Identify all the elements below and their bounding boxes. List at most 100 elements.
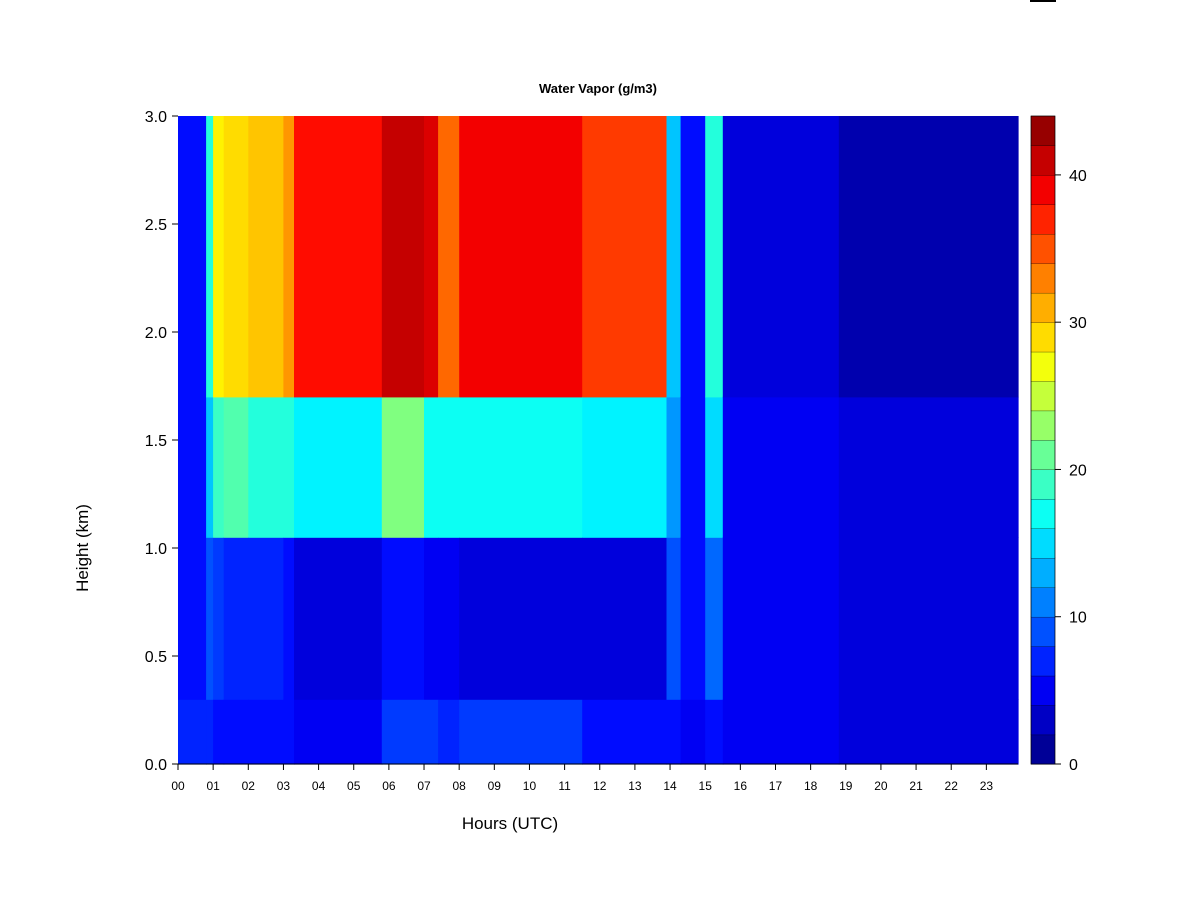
colorbar-segment [1030,322,1056,353]
heatmap-cell [722,396,840,538]
x-tick-label: 17 [769,779,783,793]
x-tick-label: 12 [593,779,607,793]
y-axis: 0.0 0.5 1.0 1.5 2.0 2.5 3.0 [145,109,178,774]
colorbar-segment [1030,439,1056,471]
heatmap-cell [666,537,682,700]
heatmap-cell [459,537,583,700]
colorbar: 0 10 20 30 40 [1030,115,1087,774]
x-tick-label: 20 [874,779,888,793]
heatmap-cell [213,396,225,538]
heatmap-cell [705,699,724,765]
heatmap-cell [838,537,1019,700]
heatmap-cell [424,396,439,538]
heatmap-cell [705,396,724,538]
colorbar-segment [1030,734,1056,765]
x-tick-label: 00 [171,779,185,793]
colorbar-segment [1030,528,1056,559]
heatmap-cell [838,699,1019,765]
y-tick-label: 1.0 [145,541,167,558]
heatmap-cell [438,537,460,700]
x-tick-label: 18 [804,779,818,793]
x-tick-label: 07 [417,779,431,793]
x-tick-label: 22 [945,779,959,793]
heatmap-cell [206,537,214,700]
x-tick-label: 01 [206,779,220,793]
colorbar-segment [1030,351,1056,382]
heatmap-cell [283,116,295,398]
colorbar-segment [1030,469,1056,500]
x-tick-label: 09 [488,779,502,793]
heatmap-cell [582,537,668,700]
plot-area [178,116,1019,765]
heatmap-cell [381,116,425,398]
y-tick-label: 2.5 [145,217,167,234]
chart-title: Water Vapor (g/m3) [539,81,657,96]
heatmap-cell [248,116,284,398]
y-tick-label: 2.0 [145,325,167,342]
heatmap-cell [248,396,284,538]
colorbar-segment [1030,587,1056,618]
heatmap-cell [223,396,249,538]
heatmap-cell [381,396,425,538]
y-axis-label: Height (km) [73,504,92,592]
heatmap-cell [705,116,724,398]
colorbar-segment [1030,380,1056,412]
heatmap-cell [424,116,439,398]
x-tick-label: 16 [734,779,748,793]
heatmap-cell [178,537,207,700]
colorbar-segment [1030,557,1056,588]
y-tick-label: 3.0 [145,109,167,126]
colorbar-segment [1030,174,1056,205]
heatmap-cell [459,116,583,398]
heatmap-cell [459,699,583,765]
heatmap-cell [294,116,383,398]
heatmap-cell [680,396,706,538]
heatmap-cell [206,116,214,398]
x-tick-label: 10 [523,779,537,793]
heatmap-cell [283,396,295,538]
x-tick-label: 08 [452,779,466,793]
heatmap-cell [294,699,383,765]
heatmap-cell [178,116,207,398]
heatmap-cell [206,699,214,765]
heatmap-cell [705,537,724,700]
colorbar-segment [1030,646,1056,677]
heatmap-cell [381,537,425,700]
heatmap-cell [213,116,225,398]
x-tick-label: 15 [699,779,713,793]
heatmap-cell [680,699,706,765]
heatmap-cell [213,537,225,700]
y-tick-label: 1.5 [145,433,167,450]
heatmap-cell [213,699,225,765]
heatmap-cell [283,537,295,700]
heatmap-cell [206,396,214,538]
heatmap-cell [381,699,425,765]
heatmap-cell [680,537,706,700]
colorbar-tick-label: 20 [1069,462,1087,479]
heatmap-cell [666,396,682,538]
heatmap-cell [438,396,460,538]
x-tick-label: 23 [980,779,994,793]
x-tick-label: 14 [663,779,677,793]
colorbar-segment [1030,145,1056,176]
heatmap-cell [722,537,840,700]
heatmap-cell [666,699,682,765]
colorbar-segment [1030,616,1056,647]
colorbar-segment [1030,204,1056,235]
colorbar-segment [1030,115,1056,147]
heatmap-cell [582,699,668,765]
heatmap-cell [178,396,207,538]
colorbar-segment [1030,233,1056,264]
heatmap-cell [582,116,668,398]
heatmap-cell [438,699,460,765]
x-tick-label: 21 [909,779,923,793]
heatmap-cell [722,116,840,398]
heatmap-cell [424,699,439,765]
colorbar-segment [1030,263,1056,294]
colorbar-tick-label: 40 [1069,168,1087,185]
x-tick-label: 19 [839,779,853,793]
heatmap-cell [178,699,207,765]
y-tick-label: 0.5 [145,649,167,666]
x-tick-label: 03 [277,779,291,793]
